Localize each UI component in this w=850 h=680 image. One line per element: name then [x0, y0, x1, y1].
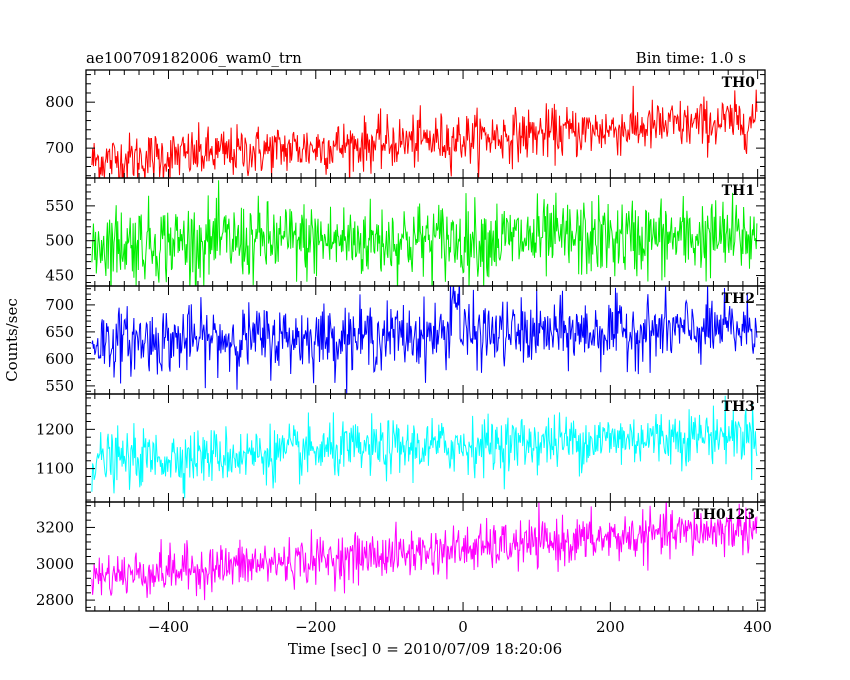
- x-tick-label: −200: [295, 618, 336, 636]
- series-label-th1: TH1: [722, 183, 755, 199]
- series-line-th1: [91, 180, 758, 286]
- series-line-th0123: [91, 502, 758, 601]
- panel-th0: 700 800 TH0: [45, 69, 766, 179]
- series-label-th3: TH3: [722, 399, 755, 415]
- panel-th2: 550 600 650 700 TH2: [45, 285, 766, 395]
- y-tick-label: 3200: [36, 518, 74, 536]
- bin-time-label: Bin time: 1.0 s: [636, 49, 746, 67]
- series-line-th2: [91, 286, 758, 394]
- y-tick-label: 800: [45, 93, 74, 111]
- series-line-th0: [91, 85, 758, 178]
- x-axis: −400 −200 0 200 400: [148, 618, 772, 636]
- series-line-th3: [91, 395, 758, 499]
- y-tick-label: 1200: [36, 420, 74, 438]
- y-tick-label: 2800: [36, 591, 74, 609]
- panel-th1: 450 500 550 TH1: [45, 177, 766, 287]
- series-label-th2: TH2: [722, 291, 755, 307]
- x-tick-label: 200: [596, 618, 625, 636]
- y-tick-label: 650: [45, 323, 74, 341]
- y-tick-label: 450: [45, 267, 74, 285]
- y-axis-title: Counts/sec: [3, 298, 21, 382]
- figure-title: ae100709182006_wam0_trn: [86, 49, 302, 67]
- x-axis-title: Time [sec] 0 = 2010/07/09 18:20:06: [288, 640, 562, 658]
- x-tick-label: −400: [148, 618, 189, 636]
- y-tick-label: 600: [45, 350, 74, 368]
- y-tick-label: 700: [45, 296, 74, 314]
- x-tick-label: 0: [458, 618, 468, 636]
- panels-group: 700 800 TH0 450 500 550 TH1 550 600 650 700 TH2 1100…: [36, 69, 766, 612]
- y-tick-label: 550: [45, 377, 74, 395]
- x-tick-label: 400: [743, 618, 772, 636]
- series-label-th0: TH0: [722, 75, 756, 91]
- panel-th3: 1100 1200 TH3: [36, 393, 766, 503]
- panel-th0123: 2800 3000 3200 TH0123: [36, 501, 766, 612]
- y-tick-label: 1100: [36, 460, 74, 478]
- y-tick-label: 550: [45, 197, 74, 215]
- y-tick-label: 500: [45, 232, 74, 250]
- series-label-th0123: TH0123: [692, 507, 755, 523]
- y-tick-label: 3000: [36, 555, 74, 573]
- y-tick-label: 700: [45, 139, 74, 157]
